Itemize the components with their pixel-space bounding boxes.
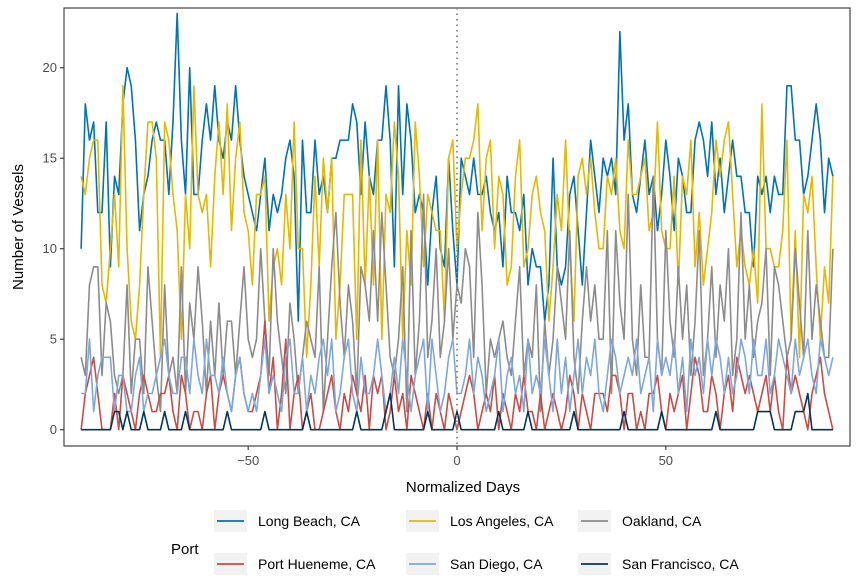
axis-layer: 0 5 10 15 20 −50 0 50 xyxy=(43,60,674,468)
legend-title: Port xyxy=(171,541,199,558)
y-tick-label: 20 xyxy=(43,60,57,75)
series-line-1 xyxy=(80,85,834,359)
series-line-5 xyxy=(81,392,833,431)
legend-label: Port Hueneme, CA xyxy=(258,556,376,572)
legend-label: Los Angeles, CA xyxy=(450,513,554,529)
x-tick-label: −50 xyxy=(237,453,259,468)
y-tick-label: 0 xyxy=(50,422,57,437)
legend-label: San Francisco, CA xyxy=(622,556,739,572)
y-tick-label: 15 xyxy=(43,151,57,166)
legend-label: Oakland, CA xyxy=(622,513,702,529)
y-axis-title: Number of Vessels xyxy=(10,164,27,290)
y-tick-label: 10 xyxy=(43,241,57,256)
x-tick-label: 0 xyxy=(453,453,460,468)
series-line-3 xyxy=(80,320,834,431)
legend-label: San Diego, CA xyxy=(450,556,543,572)
legend: Port Long Beach, CA Los Angeles, CA Oaklan… xyxy=(171,510,739,575)
panel-border xyxy=(63,7,851,447)
legend-label: Long Beach, CA xyxy=(258,513,361,529)
y-tick-label: 5 xyxy=(50,332,57,347)
x-axis-title: Normalized Days xyxy=(406,479,520,496)
x-tick-label: 50 xyxy=(659,453,673,468)
